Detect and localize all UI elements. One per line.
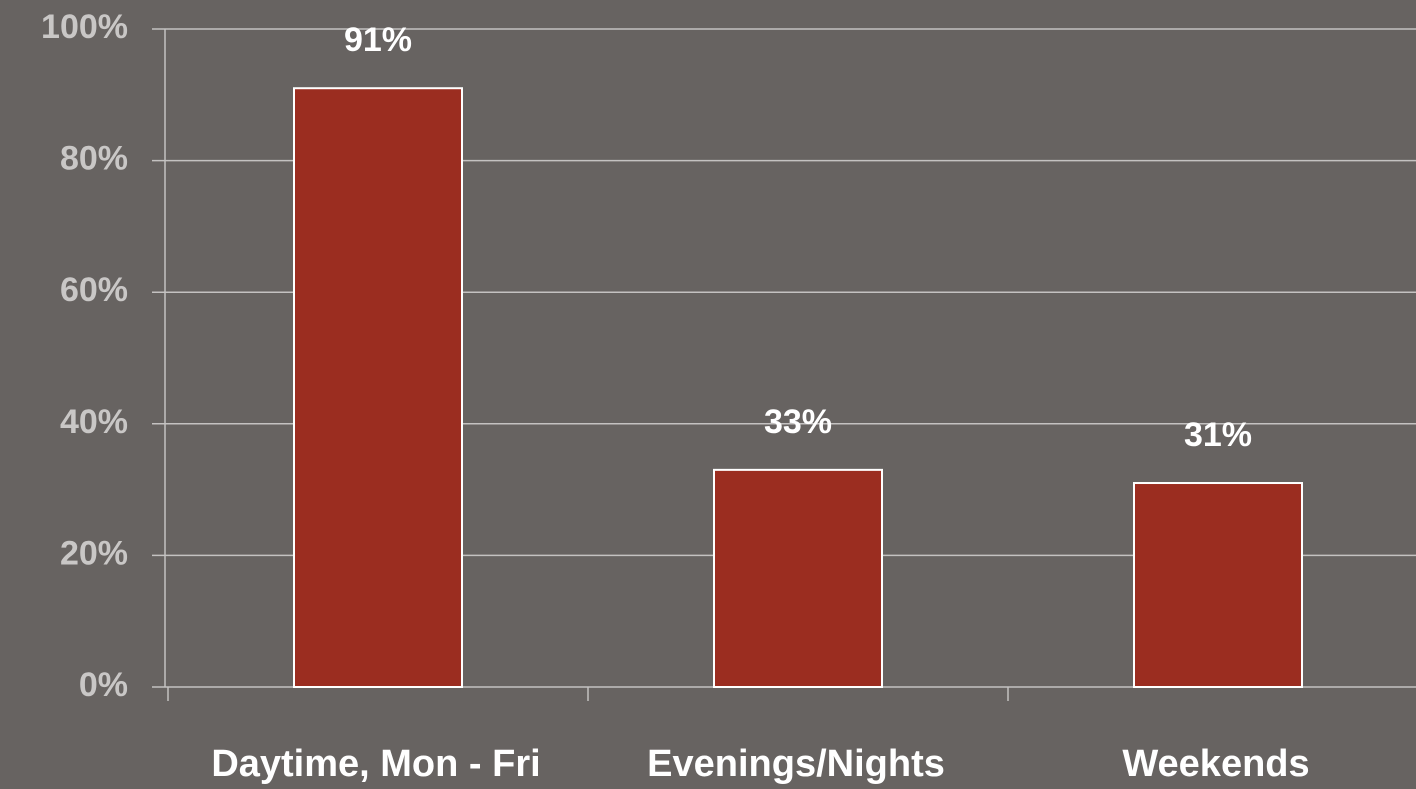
value-label: 33% xyxy=(764,403,832,441)
bar xyxy=(293,87,463,689)
x-tick-label: Weekends xyxy=(1122,743,1309,785)
bar xyxy=(713,468,883,688)
bar xyxy=(1133,482,1303,688)
value-label: 91% xyxy=(344,21,412,59)
x-tick-label: Evenings/Nights xyxy=(647,743,945,785)
y-tick-label: 60% xyxy=(60,271,128,309)
y-tick-label: 80% xyxy=(60,140,128,178)
y-tick-label: 40% xyxy=(60,403,128,441)
y-tick-label: 100% xyxy=(41,8,128,46)
y-tick-label: 0% xyxy=(79,666,128,704)
y-tick-label: 20% xyxy=(60,534,128,572)
x-tick-label: Daytime, Mon - Fri xyxy=(211,743,540,785)
value-label: 31% xyxy=(1184,416,1252,454)
